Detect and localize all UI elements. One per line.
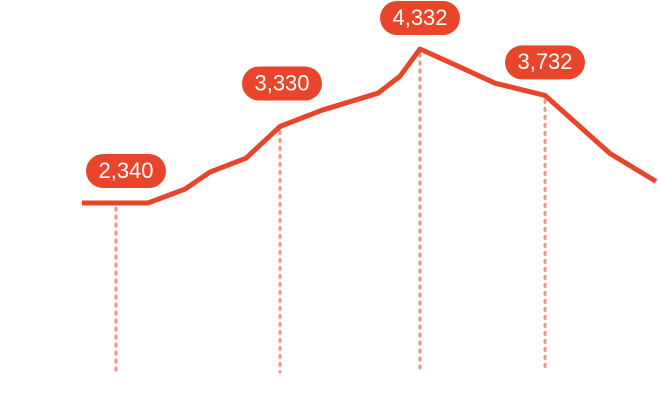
data-label: 4,332 <box>380 1 460 35</box>
data-label-text: 2,340 <box>98 158 153 183</box>
data-label-background <box>380 1 460 35</box>
drop-lines <box>114 52 547 374</box>
data-label: 3,330 <box>242 66 322 101</box>
data-label-background <box>86 154 166 188</box>
data-label: 2,340 <box>86 154 166 188</box>
data-label-text: 3,732 <box>517 49 572 74</box>
data-label-background <box>505 45 585 80</box>
series-line <box>82 46 658 206</box>
data-label: 3,732 <box>505 45 585 80</box>
data-label-background <box>242 66 322 101</box>
data-labels: 2,340 3,330 4,332 3,732 <box>86 1 585 188</box>
data-label-text: 4,332 <box>392 5 447 30</box>
data-label-text: 3,330 <box>254 70 309 95</box>
